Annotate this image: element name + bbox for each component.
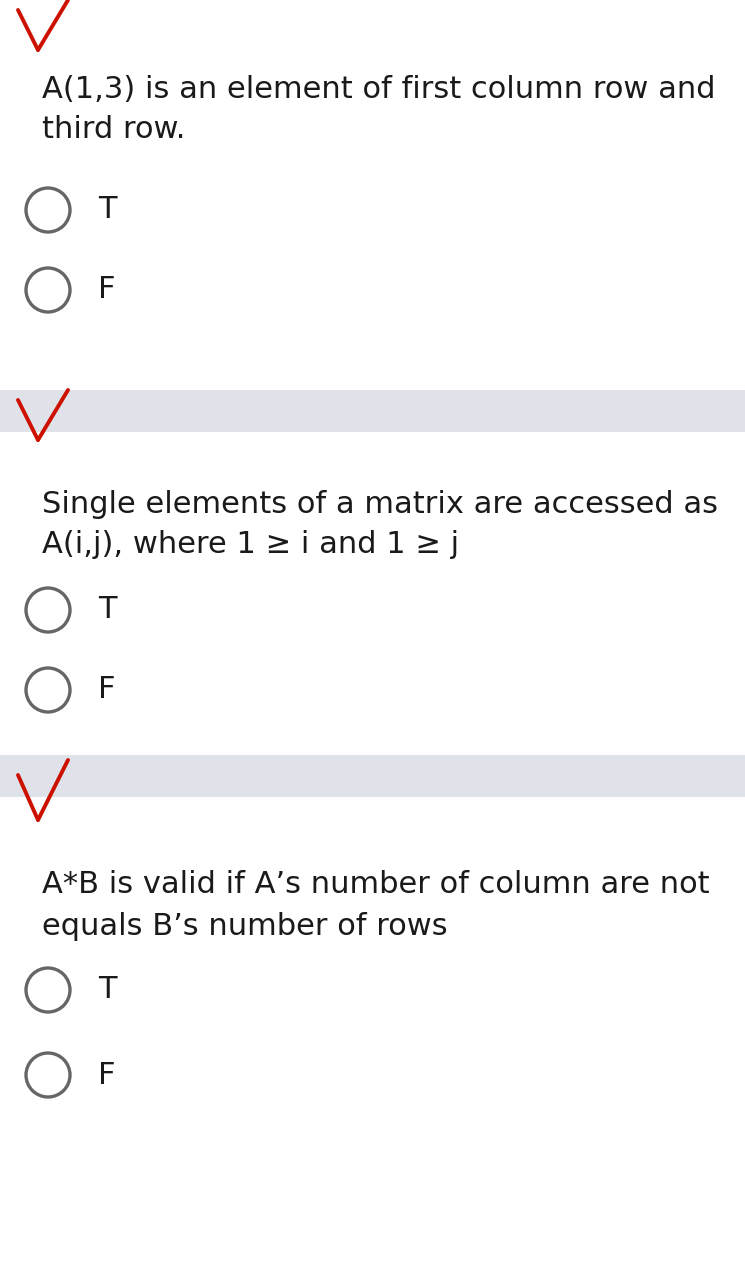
Text: third row.: third row. — [42, 115, 186, 143]
Text: T: T — [98, 595, 116, 625]
Text: F: F — [98, 676, 115, 704]
Text: equals B’s number of rows: equals B’s number of rows — [42, 911, 448, 941]
Bar — [0, 755, 745, 797]
Text: A(1,3) is an element of first column row and: A(1,3) is an element of first column row… — [42, 76, 715, 104]
Text: T: T — [98, 196, 116, 224]
Bar — [0, 390, 745, 431]
Text: A*B is valid if A’s number of column are not: A*B is valid if A’s number of column are… — [42, 870, 710, 899]
Text: A(i,j), where 1 ≥ i and 1 ≥ j: A(i,j), where 1 ≥ i and 1 ≥ j — [42, 530, 459, 559]
Text: Single elements of a matrix are accessed as: Single elements of a matrix are accessed… — [42, 490, 718, 518]
Text: T: T — [98, 975, 116, 1005]
Text: F: F — [98, 1061, 115, 1089]
Text: F: F — [98, 275, 115, 305]
